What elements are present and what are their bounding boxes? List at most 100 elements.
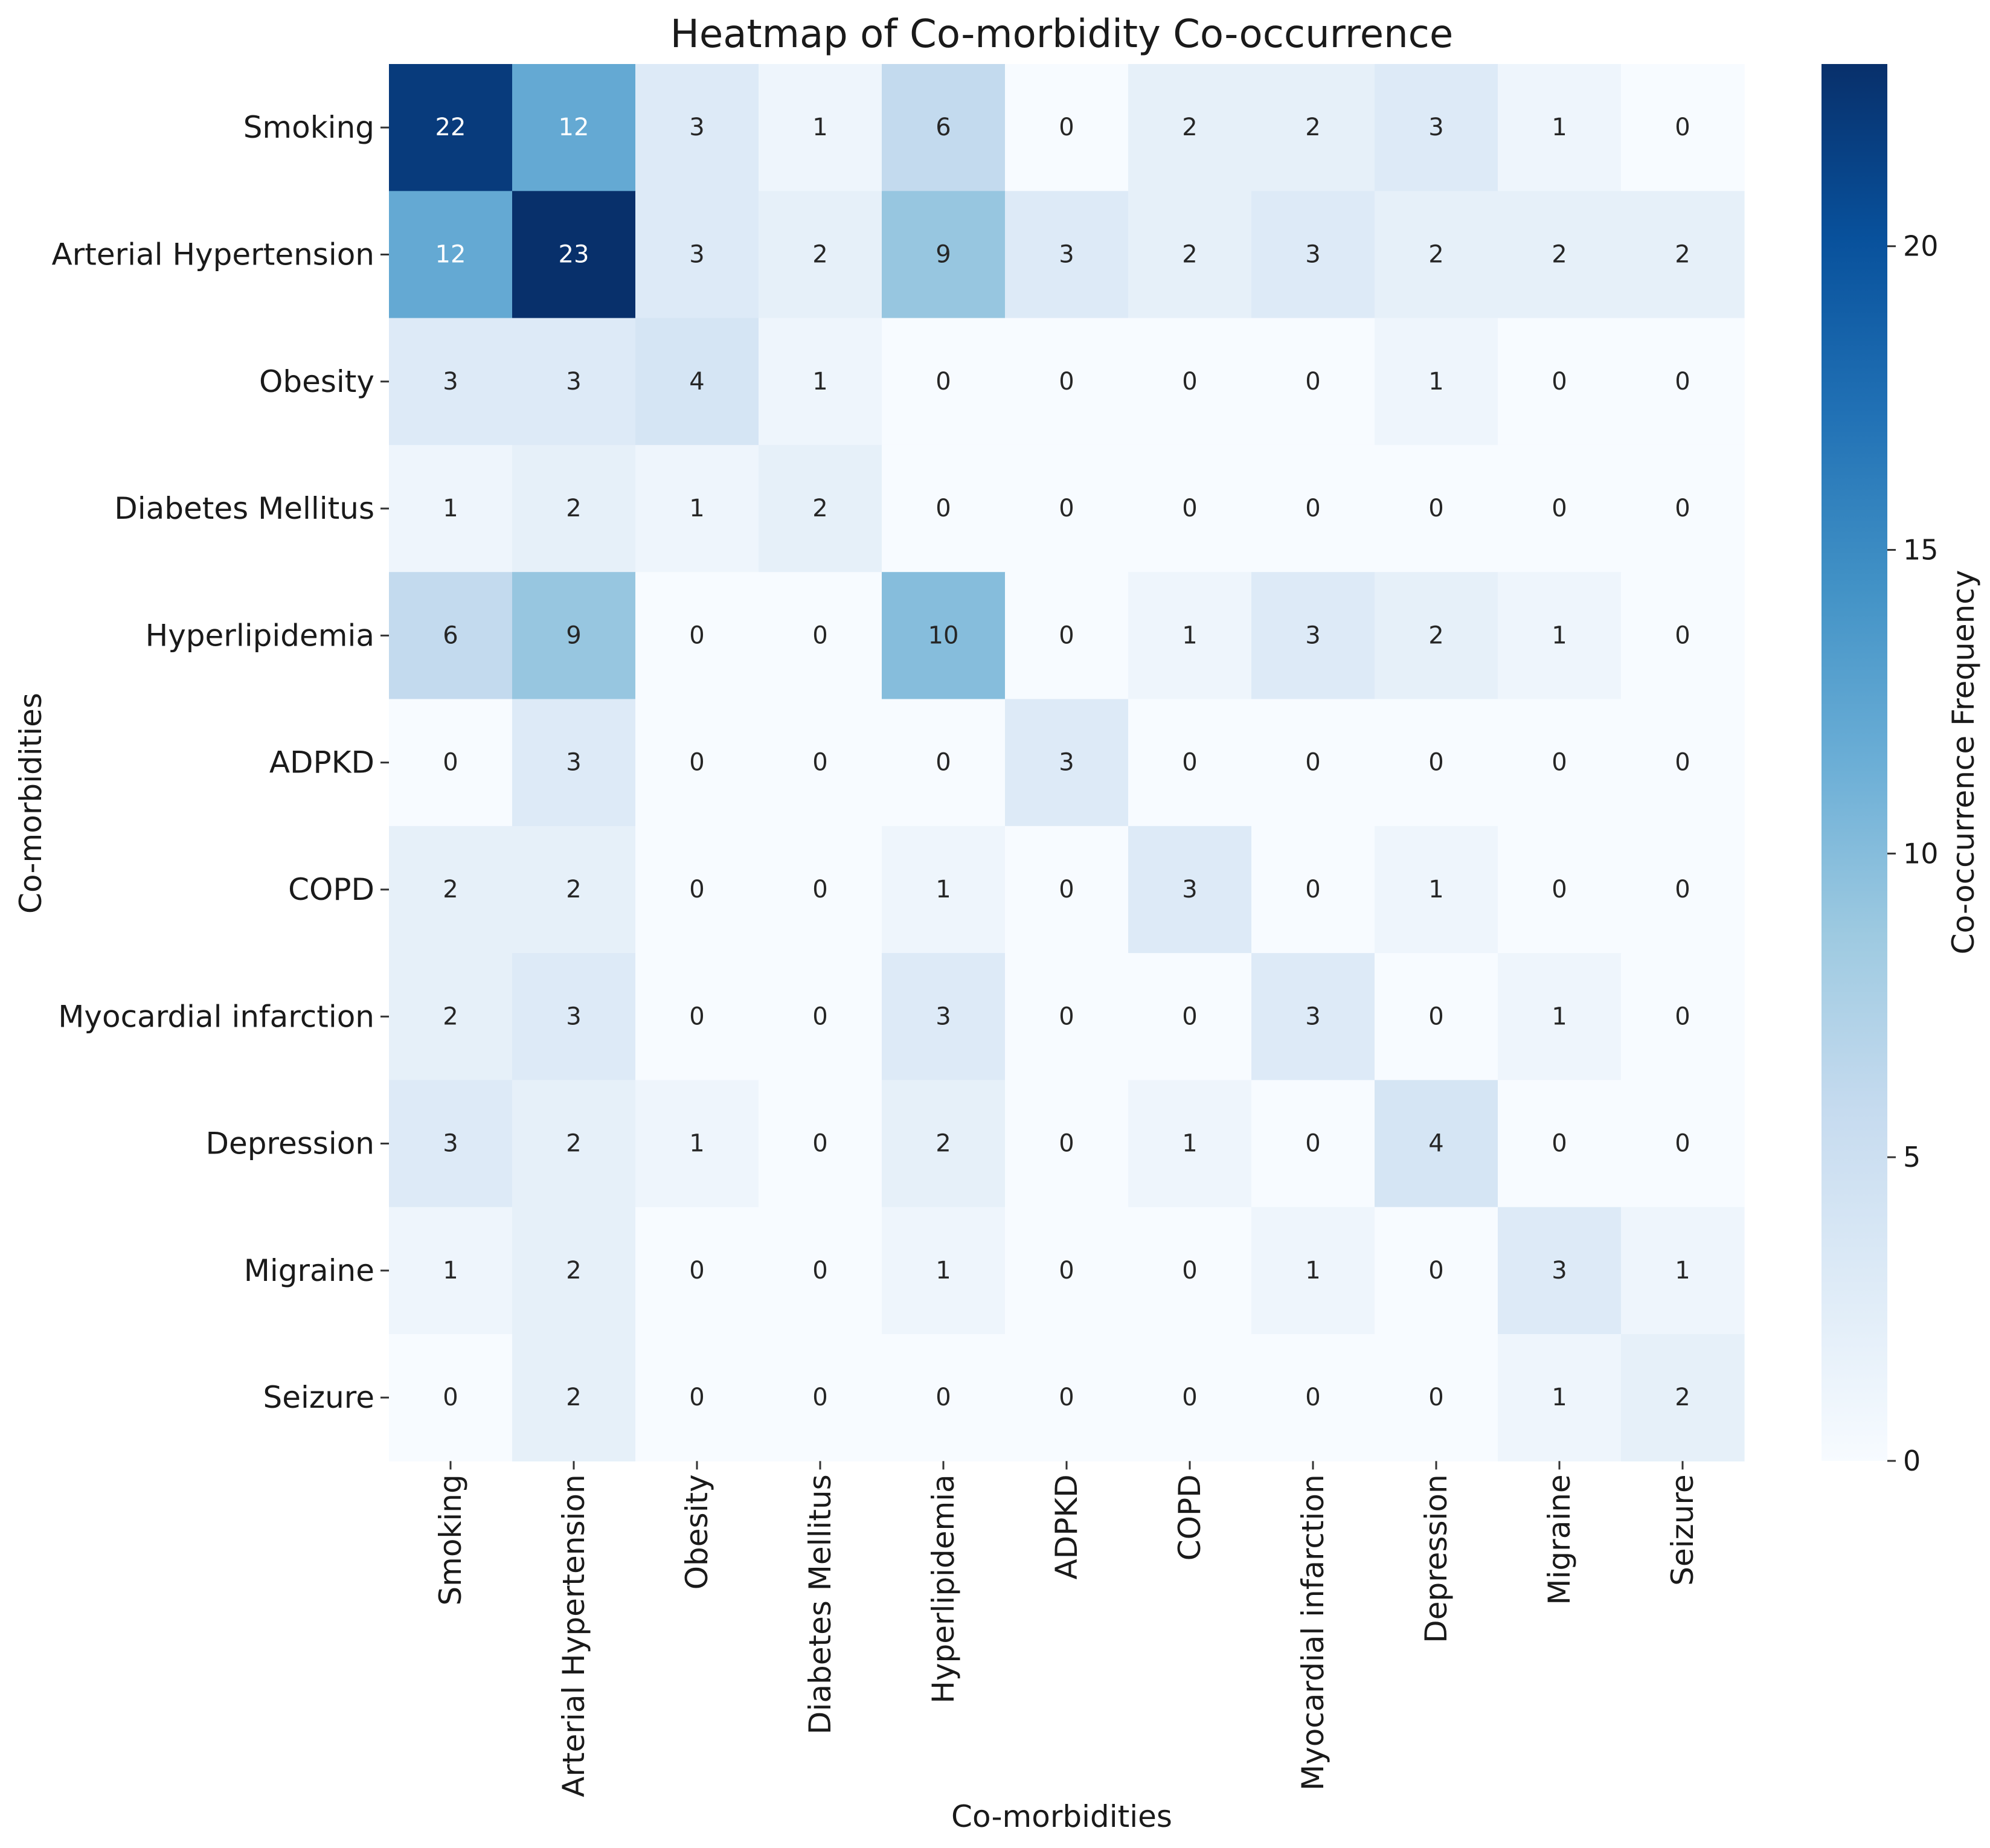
heatmap-cell-smoking-migraine — [1498, 64, 1622, 191]
cell-value-label: 1 — [1428, 368, 1443, 396]
heatmap-cell-copd-arterial-hypertension — [512, 826, 636, 954]
heatmap-cell-seizure-arterial-hypertension — [512, 1334, 636, 1461]
cell-value-label: 0 — [936, 495, 951, 522]
cell-value-label: 0 — [1428, 1257, 1443, 1285]
cell-value-label: 0 — [1675, 621, 1690, 649]
cell-value-label: 12 — [435, 240, 466, 268]
heatmap-cell-depression-seizure — [1621, 1080, 1745, 1208]
heatmap-cell-obesity-seizure — [1621, 318, 1745, 446]
cell-value-label: 0 — [1675, 368, 1690, 396]
heatmap-cell-myocardial-infarction-migraine — [1498, 953, 1622, 1080]
cell-value-label: 4 — [689, 368, 704, 396]
cell-value-label: 3 — [1305, 240, 1320, 268]
heatmap-cell-depression-obesity — [635, 1080, 759, 1208]
heatmap-cell-myocardial-infarction-copd — [1128, 953, 1252, 1080]
cell-value-label: 0 — [443, 1384, 458, 1411]
cell-value-label: 3 — [566, 1003, 581, 1030]
cell-value-label: 6 — [936, 114, 951, 141]
heatmap-cell-obesity-hyperlipidemia — [882, 318, 1006, 446]
heatmap-cell-hyperlipidemia-hyperlipidemia — [882, 572, 1006, 700]
heatmap-cell-depression-migraine — [1498, 1080, 1622, 1208]
heatmap-cell-copd-seizure — [1621, 826, 1745, 954]
x-tick-label-myocardial-infarction: Myocardial infarction — [1295, 1474, 1330, 1791]
heatmap-cell-adpkd-adpkd — [1005, 699, 1129, 827]
cell-value-label: 2 — [936, 1130, 951, 1158]
heatmap-cell-seizure-copd — [1128, 1334, 1252, 1461]
cell-value-label: 2 — [566, 1130, 581, 1158]
y-tick-label-seizure: Seizure — [263, 1380, 374, 1415]
heatmap-cell-myocardial-infarction-obesity — [635, 953, 759, 1080]
heatmap-cell-seizure-adpkd — [1005, 1334, 1129, 1461]
heatmap-cell-migraine-myocardial-infarction — [1251, 1207, 1375, 1335]
cell-value-label: 0 — [1552, 368, 1567, 396]
cell-value-label: 0 — [812, 1257, 827, 1285]
heatmap-cell-diabetes-mellitus-smoking — [389, 444, 513, 573]
cell-value-label: 0 — [1428, 749, 1443, 777]
cell-value-label: 0 — [1552, 876, 1567, 903]
heatmap-cell-diabetes-mellitus-myocardial-infarction — [1251, 444, 1375, 573]
cell-value-label: 0 — [1059, 621, 1074, 649]
heatmap-cell-smoking-adpkd — [1005, 64, 1129, 191]
colorbar-tick-label: 10 — [1903, 837, 1939, 870]
heatmap-cell-diabetes-mellitus-copd — [1128, 444, 1252, 573]
cell-value-label: 1 — [1552, 1384, 1567, 1411]
cell-value-label: 3 — [1059, 749, 1074, 777]
y-tick-label-copd: COPD — [288, 872, 374, 907]
heatmap-cell-arterial-hypertension-diabetes-mellitus — [759, 191, 882, 319]
heatmap-cell-adpkd-arterial-hypertension — [512, 699, 636, 827]
cell-value-label: 0 — [443, 749, 458, 777]
cell-value-label: 3 — [1182, 876, 1197, 903]
heatmap-cell-hyperlipidemia-myocardial-infarction — [1251, 572, 1375, 700]
cell-value-label: 2 — [566, 876, 581, 903]
heatmap-cell-adpkd-depression — [1375, 699, 1498, 827]
heatmap-cell-seizure-obesity — [635, 1334, 759, 1461]
heatmap-cell-depression-adpkd — [1005, 1080, 1129, 1208]
heatmap-cell-obesity-adpkd — [1005, 318, 1129, 446]
cell-value-label: 0 — [812, 1003, 827, 1030]
colorbar-tick-label: 15 — [1903, 534, 1939, 566]
heatmap-cell-depression-smoking — [389, 1080, 513, 1208]
y-axis-label: Co-morbidities — [13, 693, 48, 914]
cell-value-label: 0 — [812, 621, 827, 649]
heatmap-cell-arterial-hypertension-adpkd — [1005, 191, 1129, 319]
heatmap-cell-obesity-myocardial-infarction — [1251, 318, 1375, 446]
y-tick-label-adpkd: ADPKD — [269, 745, 374, 780]
cell-value-label: 0 — [812, 1384, 827, 1411]
heatmap-cell-migraine-copd — [1128, 1207, 1252, 1335]
heatmap-cell-adpkd-seizure — [1621, 699, 1745, 827]
cell-value-label: 0 — [1428, 495, 1443, 522]
y-tick-label-obesity: Obesity — [259, 364, 374, 399]
heatmap-cell-depression-depression — [1375, 1080, 1498, 1208]
heatmap-cell-obesity-depression — [1375, 318, 1498, 446]
cell-value-label: 0 — [936, 1384, 951, 1411]
x-tick-label-obesity: Obesity — [679, 1474, 714, 1590]
cell-value-label: 22 — [435, 114, 466, 141]
heatmap-cell-copd-adpkd — [1005, 826, 1129, 954]
cell-value-label: 0 — [1059, 876, 1074, 903]
heatmap-cell-seizure-migraine — [1498, 1334, 1622, 1461]
cell-value-label: 2 — [1675, 240, 1690, 268]
heatmap-cell-adpkd-migraine — [1498, 699, 1622, 827]
y-tick-label-arterial-hypertension: Arterial Hypertension — [51, 237, 374, 272]
cell-value-label: 9 — [566, 621, 581, 649]
y-axis-ticks: Smoking Arterial Hypertension Obesity Diabe… — [51, 110, 389, 1415]
cell-value-label: 3 — [1305, 1003, 1320, 1030]
heatmap-cell-migraine-seizure — [1621, 1207, 1745, 1335]
x-tick-label-hyperlipidemia: Hyperlipidemia — [926, 1474, 961, 1703]
cell-value-label: 0 — [1305, 368, 1320, 396]
cell-value-label: 2 — [1305, 114, 1320, 141]
cell-value-label: 0 — [1059, 1003, 1074, 1030]
cell-value-label: 0 — [812, 876, 827, 903]
cell-value-label: 3 — [936, 1003, 951, 1030]
heatmap-cell-copd-smoking — [389, 826, 513, 954]
x-tick-label-migraine: Migraine — [1542, 1474, 1577, 1605]
y-tick-label-smoking: Smoking — [243, 110, 374, 145]
heatmap-cell-depression-hyperlipidemia — [882, 1080, 1006, 1208]
x-tick-label-smoking: Smoking — [433, 1474, 468, 1605]
cell-value-label: 0 — [689, 876, 704, 903]
cell-value-label: 0 — [1182, 1384, 1197, 1411]
cell-value-label: 0 — [1305, 749, 1320, 777]
cell-value-label: 0 — [1552, 495, 1567, 522]
heatmap-cell-obesity-obesity — [635, 318, 759, 446]
